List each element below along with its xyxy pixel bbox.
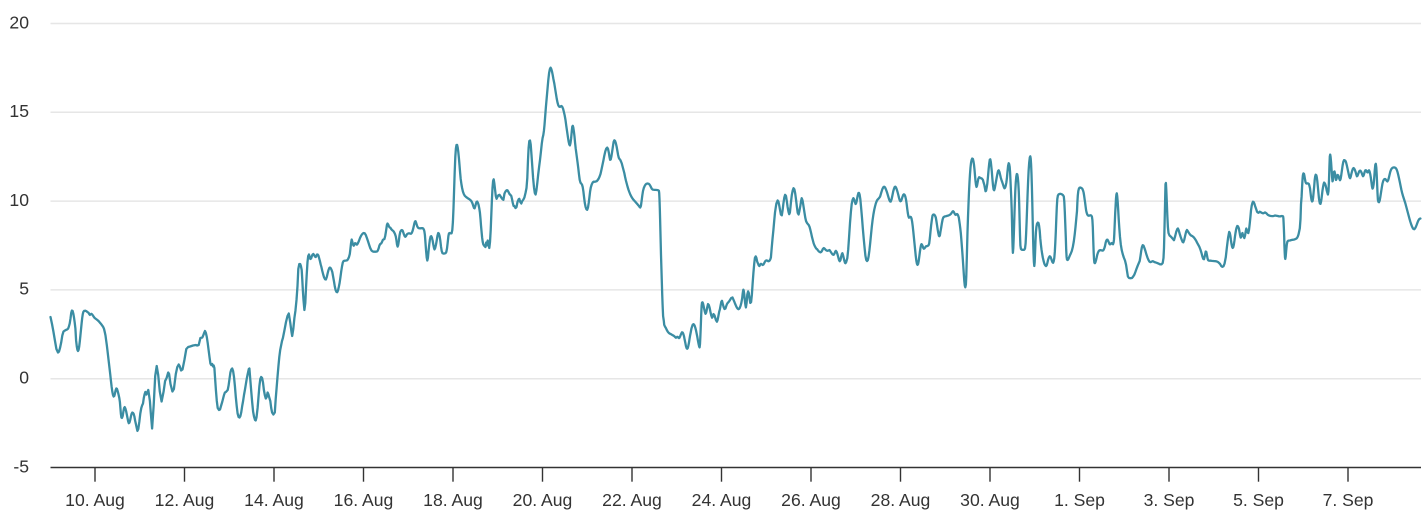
svg-text:3. Sep: 3. Sep	[1144, 490, 1195, 510]
svg-text:16. Aug: 16. Aug	[334, 490, 394, 510]
svg-text:0: 0	[19, 368, 29, 388]
svg-text:20. Aug: 20. Aug	[513, 490, 573, 510]
svg-text:18. Aug: 18. Aug	[423, 490, 483, 510]
svg-text:22. Aug: 22. Aug	[602, 490, 662, 510]
svg-text:24. Aug: 24. Aug	[692, 490, 752, 510]
svg-text:12. Aug: 12. Aug	[155, 490, 215, 510]
svg-text:14. Aug: 14. Aug	[244, 490, 304, 510]
svg-text:30. Aug: 30. Aug	[960, 490, 1020, 510]
svg-text:10: 10	[9, 190, 29, 210]
svg-text:5: 5	[19, 279, 29, 299]
svg-text:-5: -5	[13, 456, 29, 476]
svg-text:1. Sep: 1. Sep	[1054, 490, 1105, 510]
svg-text:5. Sep: 5. Sep	[1233, 490, 1284, 510]
svg-text:28. Aug: 28. Aug	[871, 490, 931, 510]
svg-text:15: 15	[9, 101, 29, 121]
svg-text:20: 20	[9, 12, 29, 32]
svg-text:7. Sep: 7. Sep	[1323, 490, 1374, 510]
svg-text:10. Aug: 10. Aug	[65, 490, 125, 510]
svg-text:26. Aug: 26. Aug	[781, 490, 841, 510]
